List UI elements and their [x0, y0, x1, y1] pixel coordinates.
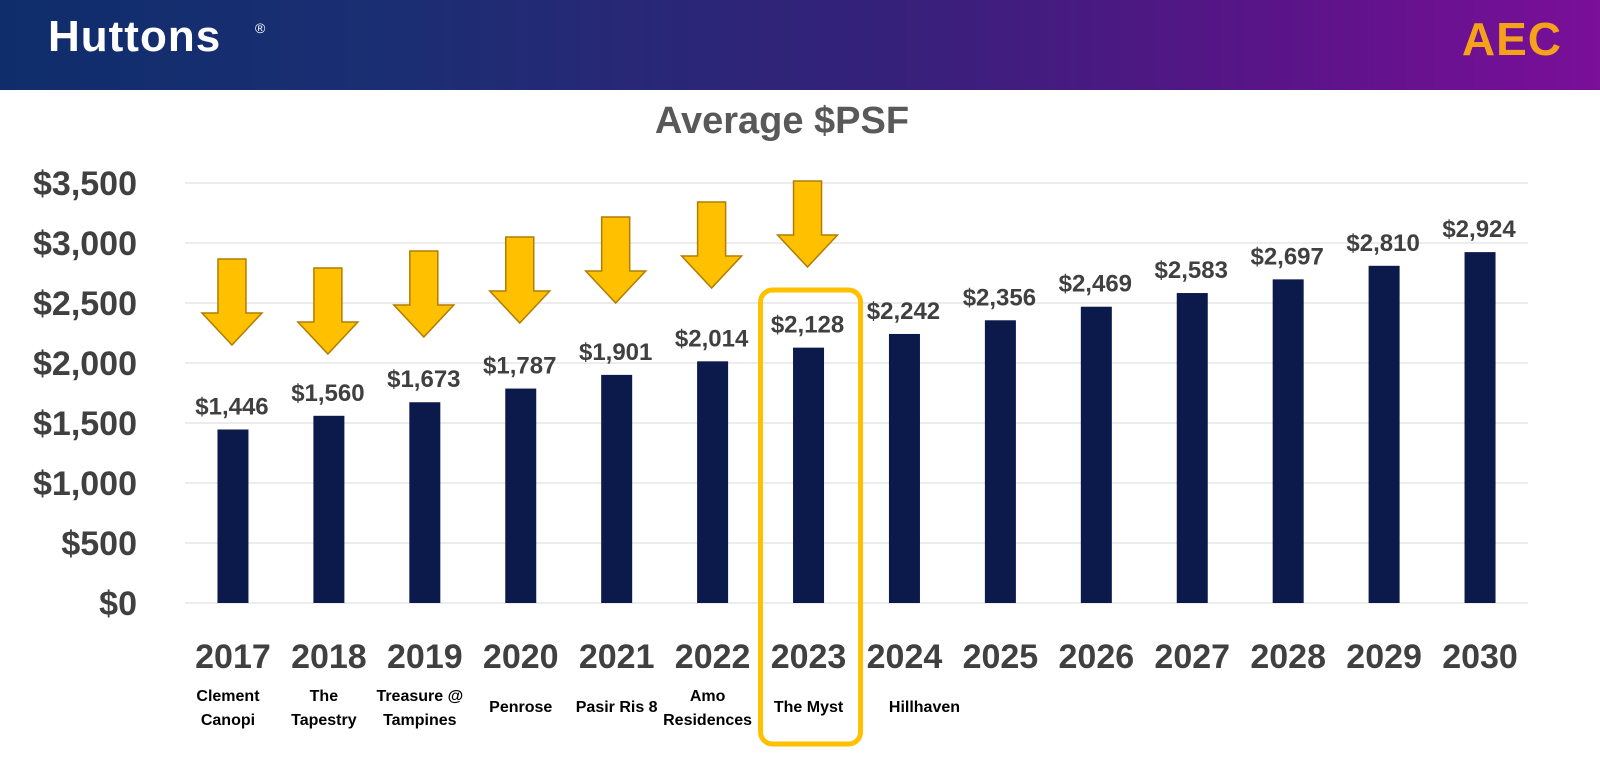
registered-mark: ® — [255, 20, 266, 36]
x-tick-label: 2020 — [483, 638, 559, 676]
data-label: $2,242 — [867, 298, 940, 325]
x-tick-label: 2026 — [1059, 638, 1135, 676]
bar — [601, 374, 633, 603]
average-psf-chart: Average $PSF $0 $500 $1,000 $1,500 $2,000 $2,5… — [33, 100, 1528, 747]
project-label: Pasir Ris 8 — [576, 699, 658, 716]
bar — [1368, 265, 1400, 603]
y-tick-label: $3,000 — [33, 225, 137, 263]
y-tick-label: $2,000 — [33, 345, 137, 383]
project-label: The — [310, 688, 339, 705]
data-label: $1,901 — [579, 339, 652, 366]
project-label: Treasure @ — [376, 688, 463, 705]
bar — [505, 388, 537, 603]
y-tick-label: $3,500 — [33, 165, 137, 203]
project-label: Hillhaven — [889, 699, 960, 716]
data-label: $2,469 — [1059, 271, 1132, 298]
header-banner: Huttons ® AEC — [0, 0, 1600, 90]
data-label: $1,673 — [387, 366, 460, 393]
data-label: $2,356 — [963, 284, 1036, 311]
down-arrow-icon — [296, 267, 360, 356]
x-tick-label: 2022 — [675, 638, 751, 676]
bar — [1080, 306, 1112, 603]
down-arrow-icon — [392, 250, 456, 339]
project-label: Tapestry — [291, 712, 357, 729]
x-tick-label: 2021 — [579, 638, 655, 676]
bar — [793, 347, 825, 603]
data-label: $2,810 — [1346, 230, 1419, 257]
data-label: $2,128 — [771, 312, 844, 339]
bar — [888, 333, 920, 603]
data-label: $2,697 — [1250, 243, 1323, 270]
x-tick-label: 2017 — [195, 638, 271, 676]
x-tick-label: 2019 — [387, 638, 463, 676]
bar — [313, 415, 345, 603]
chart-area: Average $PSF $0 $500 $1,000 $1,500 $2,000 $2,5… — [0, 90, 1600, 771]
project-label: Amo — [690, 688, 726, 705]
data-label: $2,924 — [1442, 216, 1516, 243]
bar — [1272, 279, 1304, 603]
y-tick-label: $500 — [61, 525, 137, 563]
bar — [217, 429, 249, 603]
x-tick-label: 2028 — [1250, 638, 1326, 676]
y-tick-label: $2,500 — [33, 285, 137, 323]
bar — [409, 402, 441, 603]
data-label: $2,583 — [1155, 257, 1228, 284]
down-arrow-icon — [583, 216, 648, 305]
y-tick-label: $0 — [99, 585, 137, 623]
project-label: Canopi — [201, 712, 255, 729]
project-label: Tampines — [383, 712, 457, 729]
data-label: $1,446 — [195, 393, 268, 420]
x-tick-label: 2023 — [771, 638, 847, 676]
bar — [697, 361, 729, 603]
data-label: $1,560 — [291, 380, 364, 407]
x-tick-label: 2025 — [963, 638, 1039, 676]
highlight-box — [758, 287, 864, 747]
down-arrow-icon — [775, 180, 840, 269]
x-tick-label: 2024 — [867, 638, 943, 676]
data-label: $1,787 — [483, 353, 556, 380]
x-tick-label: 2018 — [291, 638, 367, 676]
project-label: Clement — [196, 688, 260, 705]
down-arrow-icon — [200, 258, 264, 347]
y-tick-label: $1,000 — [33, 465, 137, 503]
project-label: The Myst — [774, 699, 844, 716]
aec-logo: AEC — [1461, 13, 1562, 65]
y-tick-label: $1,500 — [33, 405, 137, 443]
data-label: $2,014 — [675, 325, 749, 352]
bar — [1464, 252, 1496, 603]
down-arrow-icon — [679, 201, 744, 290]
project-label: Residences — [663, 712, 752, 729]
huttons-logo: Huttons — [48, 12, 222, 61]
bar — [1176, 293, 1208, 603]
bar — [984, 320, 1016, 603]
x-tick-label: 2030 — [1442, 638, 1518, 676]
x-tick-label: 2029 — [1346, 638, 1422, 676]
down-arrow-icon — [488, 236, 552, 325]
project-label: Penrose — [489, 699, 552, 716]
x-tick-label: 2027 — [1154, 638, 1230, 676]
chart-title: Average $PSF — [655, 100, 909, 142]
